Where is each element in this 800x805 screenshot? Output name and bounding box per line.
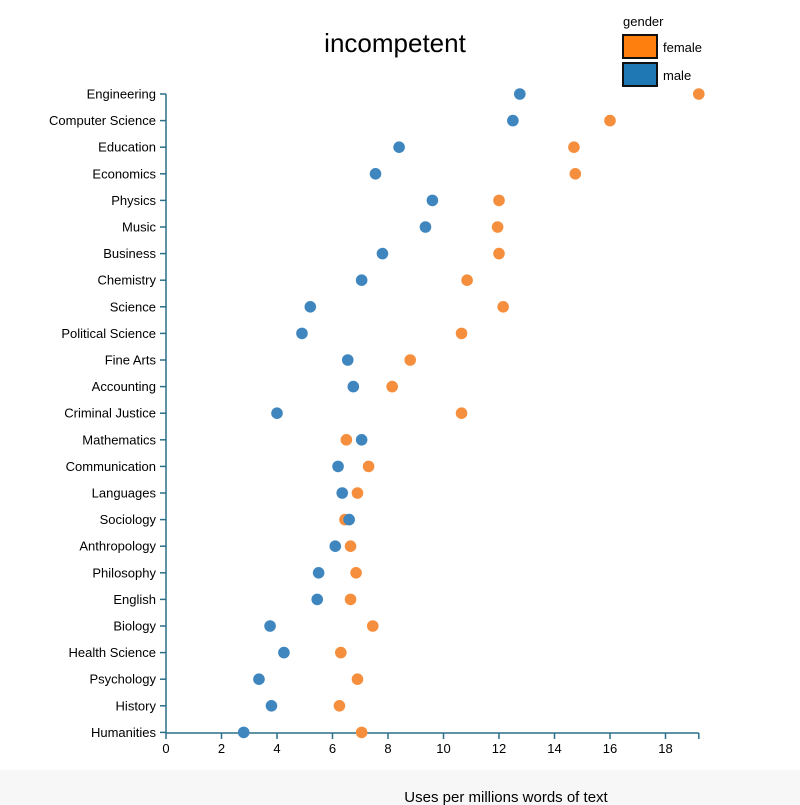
category-label: Music: [122, 220, 156, 235]
category-label: Economics: [92, 166, 156, 181]
data-point-female: Mathematics (female): 6.5: [340, 434, 353, 446]
data-point-female: Philosophy (female): 6.85: [350, 567, 362, 579]
data-point-female: Psychology (female): 6.9: [351, 673, 364, 685]
x-tick-label: 8: [384, 741, 391, 756]
data-point-male: Philosophy (male): 5.5: [312, 567, 325, 579]
data-point-male: English (male): 5.45: [311, 593, 324, 606]
x-axis-title: Uses per millions words of text: [404, 789, 608, 805]
footer-band: [0, 770, 800, 805]
category-label: Anthropology: [79, 539, 156, 554]
data-point-female: Accounting (female): 8.15: [386, 380, 398, 393]
data-point-female: Humanities (female): 7.05: [355, 726, 368, 739]
category-label: Languages: [92, 486, 157, 501]
data-point-male: Accounting (male): 6.75: [347, 380, 360, 393]
data-point-male: Engineering (male): 12.75: [514, 88, 526, 100]
legend: gender female male: [622, 14, 702, 87]
data-point-female: Fine Arts (female): 8.8: [404, 354, 417, 366]
data-point-male: Mathematics (male): 7.05: [355, 434, 368, 446]
data-point-female: Chemistry (female): 10.85: [461, 274, 473, 287]
category-label: Mathematics: [82, 432, 156, 447]
x-axis: 0 2 4 6 8 10 12 14 16 18: [162, 732, 700, 756]
data-point-female: Anthropology (female): 6.65: [344, 540, 357, 552]
category-label: History: [116, 698, 157, 713]
category-label: Criminal Justice: [64, 406, 156, 421]
x-tick-label: 14: [547, 741, 561, 756]
category-label: Fine Arts: [105, 353, 157, 368]
category-label: English: [113, 592, 156, 607]
data-point-female: Criminal Justice (female): 10.65: [455, 407, 468, 420]
category-label: Philosophy: [92, 565, 156, 580]
x-tick-label: 4: [273, 741, 280, 756]
data-point-female: Economics (female): 14.75: [569, 168, 582, 180]
category-label: Communication: [66, 459, 156, 474]
data-point-male: Biology (male): 3.75: [264, 620, 276, 632]
data-point-male: Health Science (male): 4.25: [278, 646, 290, 659]
category-label: Sociology: [100, 512, 157, 527]
data-point-male: Business (male): 7.8: [376, 247, 389, 260]
category-label: Education: [98, 140, 156, 155]
data-point-male: Political Science (male): 4.9: [296, 327, 308, 340]
y-axis: Engineering Computer Science Education Econ…: [49, 87, 167, 740]
legend-swatch-female: [622, 34, 658, 59]
data-point-male: Fine Arts (male): 6.55: [341, 354, 354, 366]
data-point-female: Music (female): 11.95: [491, 221, 504, 233]
category-label: Biology: [113, 619, 156, 634]
data-point-male: Economics (male): 7.55: [369, 168, 382, 180]
category-label: Health Science: [69, 645, 156, 660]
data-point-male: Psychology (male): 3.35: [253, 673, 265, 685]
data-point-male: Languages (male): 6.35: [336, 487, 349, 499]
legend-label-male: male: [663, 68, 691, 83]
category-label: Business: [103, 246, 156, 261]
category-label: Computer Science: [49, 113, 156, 128]
data-point-male: Music (male): 9.35: [419, 221, 432, 233]
data-point-female: English (female): 6.65: [344, 593, 357, 606]
data-point-female: Physics (female): 12: [493, 194, 505, 207]
legend-swatch-male: [622, 62, 658, 87]
category-label: Chemistry: [97, 273, 156, 288]
x-tick-label: 16: [603, 741, 617, 756]
data-point-female: Computer Science (female): 16: [604, 114, 616, 127]
x-tick-label: 12: [492, 741, 506, 756]
data-point-female: History (female): 6.25: [333, 700, 346, 712]
data-point-female: Political Science (female): 10.65: [455, 327, 468, 340]
x-tick-label: 0: [162, 741, 169, 756]
category-label: Political Science: [61, 326, 156, 341]
data-point-male: Humanities (male): 2.8: [237, 726, 250, 739]
data-point-female: Science (female): 12.15: [497, 301, 509, 313]
data-point-male: Physics (male): 9.6: [426, 194, 439, 207]
data-point-male: Communication (male): 6.2: [332, 460, 344, 473]
category-label: Humanities: [91, 725, 157, 740]
data-point-female: Languages (female): 6.9: [351, 487, 364, 499]
category-label: Science: [110, 299, 156, 314]
category-label: Physics: [111, 193, 156, 208]
data-point-female: Engineering (female): 19.2: [693, 88, 705, 100]
data-point-female: Business (female): 12: [493, 247, 505, 260]
legend-label-female: female: [663, 40, 702, 55]
data-point-male: Chemistry (male): 7.05: [355, 274, 368, 287]
data-points: Engineering (female): 19.2 Computer Scien…: [237, 88, 705, 739]
category-label: Engineering: [87, 87, 156, 102]
data-point-male: Anthropology (male): 6.1: [329, 540, 342, 552]
chart-title: incompetent: [324, 28, 466, 58]
x-tick-label: 18: [658, 741, 672, 756]
data-point-female: Communication (female): 7.3: [362, 460, 375, 473]
data-point-male: Science (male): 5.2: [304, 301, 317, 313]
data-point-male: Criminal Justice (male): 4: [271, 407, 283, 420]
data-point-male: History (male): 3.8: [265, 700, 278, 712]
data-point-female: Education (female): 14.7: [568, 141, 580, 153]
data-point-male: Education (male): 8.4: [393, 141, 405, 153]
x-tick-label: 10: [436, 741, 450, 756]
data-point-male: Sociology (male): 6.6: [343, 513, 355, 526]
x-tick-label: 2: [218, 741, 225, 756]
legend-title: gender: [623, 14, 664, 29]
data-point-female: Health Science (female): 6.3: [335, 646, 347, 659]
category-label: Accounting: [92, 379, 156, 394]
data-point-male: Computer Science (male): 12.5: [507, 114, 519, 127]
data-point-female: Biology (female): 7.45: [366, 620, 379, 632]
category-label: Psychology: [90, 672, 157, 687]
x-tick-label: 6: [329, 741, 336, 756]
